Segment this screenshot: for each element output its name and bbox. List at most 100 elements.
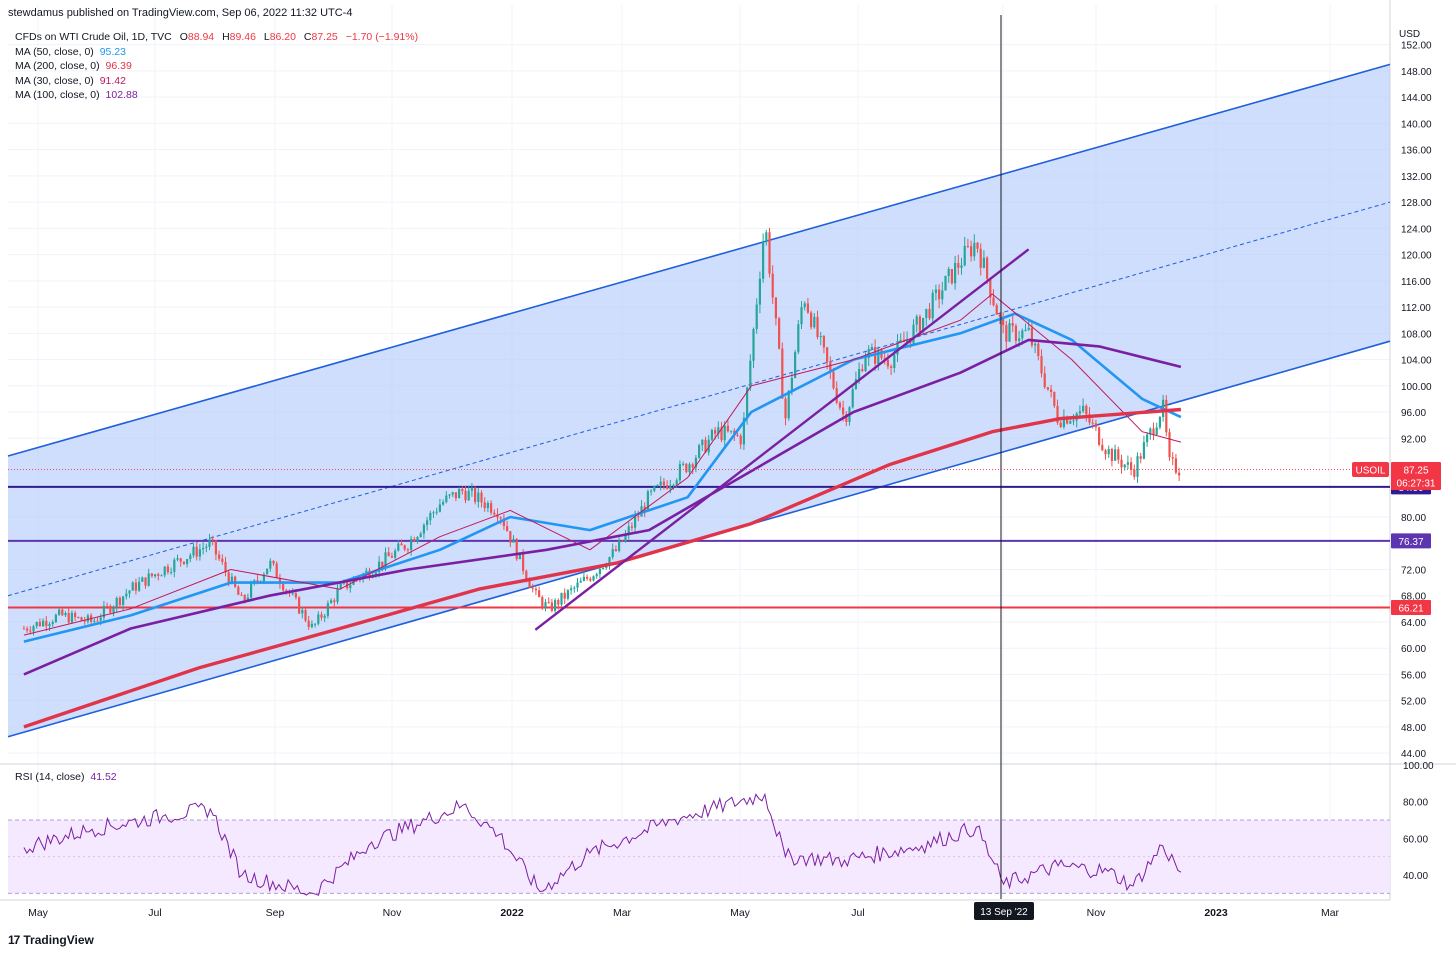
candle-body bbox=[614, 549, 618, 551]
candle-body bbox=[326, 603, 330, 616]
publisher-line: stewdamus published on TradingView.com, … bbox=[8, 7, 353, 19]
candle-body bbox=[605, 566, 608, 568]
candle-body bbox=[630, 526, 634, 528]
candle-body bbox=[144, 577, 147, 586]
candle-body bbox=[208, 539, 211, 547]
candle-body bbox=[963, 245, 966, 266]
candle-body bbox=[989, 278, 992, 298]
rsi-legend[interactable]: RSI (14, close) 41.52 bbox=[15, 771, 117, 783]
indicator-row-ma30[interactable]: MA (30, close, 0) 91.42 bbox=[15, 74, 126, 87]
candle-body bbox=[576, 582, 579, 588]
candle-body bbox=[29, 630, 32, 632]
candle-body bbox=[150, 573, 154, 577]
ma-line bbox=[23, 407, 1182, 729]
ohlc-open: O88.94 bbox=[179, 31, 215, 43]
ohlc-close: C87.25 bbox=[303, 31, 338, 43]
candle-body bbox=[461, 489, 464, 491]
candle-body bbox=[317, 614, 320, 624]
y-tick-label: 116.00 bbox=[1401, 277, 1431, 288]
candle-body bbox=[707, 439, 710, 453]
tradingview-brand[interactable]: 17 TradingView bbox=[8, 933, 94, 947]
candle-body bbox=[474, 488, 477, 502]
candle-body bbox=[163, 566, 166, 576]
candle-body bbox=[154, 574, 157, 577]
indicator-row-ma100[interactable]: MA (100, close, 0) 102.88 bbox=[15, 89, 138, 101]
candle-body bbox=[957, 262, 960, 268]
candle-body bbox=[118, 597, 122, 605]
candle-body bbox=[1043, 373, 1046, 388]
candle-body bbox=[726, 425, 730, 432]
x-tick-label: May bbox=[730, 907, 751, 919]
candle-body bbox=[38, 621, 42, 627]
candle-body bbox=[413, 538, 416, 542]
candle-body bbox=[800, 307, 803, 325]
candle-body bbox=[272, 560, 275, 564]
candle-body bbox=[1050, 389, 1053, 392]
candle-body bbox=[294, 593, 298, 598]
x-tick-label: May bbox=[28, 907, 49, 919]
candle-body bbox=[58, 609, 61, 615]
candle-body bbox=[1174, 458, 1178, 473]
candle-body bbox=[304, 610, 307, 621]
y-tick-label: 144.00 bbox=[1401, 93, 1432, 104]
y-tick-label: 72.00 bbox=[1401, 565, 1426, 576]
candle-body bbox=[470, 488, 474, 491]
candle-body bbox=[906, 339, 909, 343]
candle-body bbox=[1056, 405, 1059, 423]
indicator-row-ma50[interactable]: MA (50, close, 0) 95.23 bbox=[15, 45, 126, 58]
y-tick-label: 100.00 bbox=[1401, 382, 1432, 393]
candle-body bbox=[384, 552, 387, 567]
candle-body bbox=[285, 590, 288, 592]
candle-body bbox=[611, 549, 614, 558]
candle-body bbox=[829, 362, 832, 372]
candle-body bbox=[339, 583, 342, 590]
candle-body bbox=[467, 490, 470, 501]
candle-body bbox=[598, 568, 602, 575]
candle-body bbox=[954, 262, 957, 284]
candle-body bbox=[42, 620, 45, 627]
candle-body bbox=[186, 559, 189, 564]
candle-body bbox=[365, 570, 368, 574]
candle-body bbox=[947, 269, 950, 276]
level-badge-text: 76.37 bbox=[1398, 537, 1423, 548]
candle-body bbox=[691, 464, 694, 468]
brand-label: TradingView bbox=[23, 933, 94, 947]
candle-body bbox=[928, 308, 931, 319]
candle-body bbox=[451, 492, 454, 495]
candle-body bbox=[416, 536, 419, 542]
x-tick-label: 2022 bbox=[500, 907, 524, 919]
candle-body bbox=[336, 589, 339, 602]
last-price-badge bbox=[1391, 461, 1441, 490]
candle-body bbox=[1021, 330, 1024, 339]
candle-body bbox=[35, 621, 38, 627]
candle-body bbox=[218, 554, 221, 559]
candle-body bbox=[1088, 414, 1091, 423]
tradingview-logo-icon: 17 bbox=[8, 933, 20, 947]
rsi-value: 41.52 bbox=[90, 771, 117, 783]
candle-body bbox=[586, 576, 589, 579]
candle-body bbox=[618, 540, 621, 551]
candle-body bbox=[1158, 416, 1162, 428]
candle-body bbox=[688, 464, 691, 473]
crosshair bbox=[8, 15, 1390, 899]
candle-body bbox=[1005, 325, 1008, 342]
candle-body bbox=[573, 587, 576, 589]
candle-body bbox=[77, 617, 80, 619]
candle-body bbox=[774, 297, 778, 319]
indicator-row-ma200[interactable]: MA (200, close, 0) 96.39 bbox=[15, 60, 132, 72]
candle-body bbox=[1034, 343, 1037, 346]
trendline-line bbox=[534, 248, 1030, 631]
candle-body bbox=[854, 379, 858, 390]
candle-body bbox=[246, 597, 250, 601]
candle-body bbox=[931, 292, 934, 319]
candle-body bbox=[1130, 462, 1133, 470]
candle-body bbox=[912, 324, 915, 344]
candle-body bbox=[915, 316, 918, 325]
candle-body bbox=[134, 582, 138, 591]
candle-body bbox=[70, 612, 74, 623]
candle-body bbox=[701, 439, 704, 446]
candle-body bbox=[506, 526, 509, 532]
